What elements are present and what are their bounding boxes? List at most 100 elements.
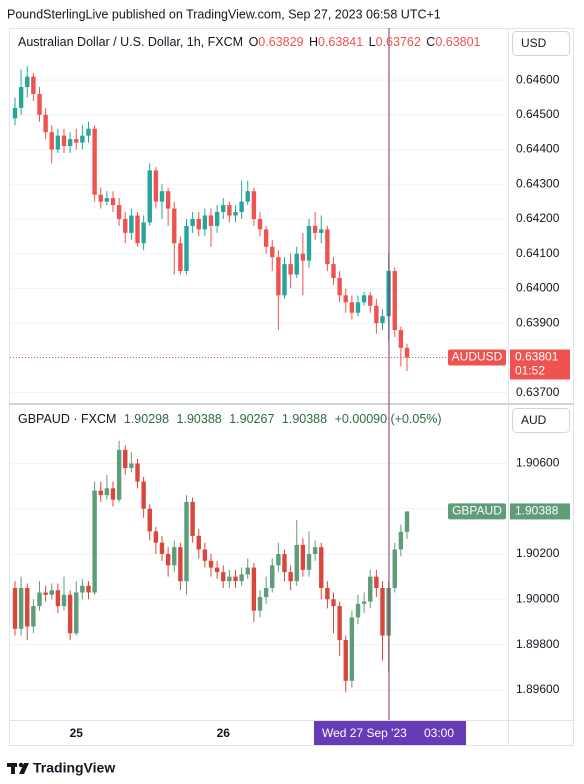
candle-body bbox=[92, 490, 97, 593]
candle-body bbox=[98, 490, 103, 496]
candle-body bbox=[123, 218, 128, 233]
candle-body bbox=[153, 170, 159, 202]
y-tick-label: 0.64600 bbox=[516, 72, 560, 86]
candle-body bbox=[343, 295, 348, 303]
candle-body bbox=[300, 544, 306, 570]
candle-body bbox=[245, 567, 250, 575]
frame bbox=[9, 28, 574, 746]
candle-body bbox=[116, 205, 122, 219]
candle-body bbox=[98, 194, 103, 202]
candle-body bbox=[37, 93, 42, 115]
candle-body bbox=[178, 243, 183, 272]
currency-button[interactable] bbox=[512, 408, 570, 433]
candle-body bbox=[43, 592, 48, 595]
candle-body bbox=[86, 128, 91, 136]
legend-open: 1.90298 bbox=[124, 412, 169, 426]
candle-body bbox=[25, 587, 30, 627]
candle-body bbox=[178, 547, 183, 582]
candle-body bbox=[294, 544, 299, 582]
candle-body bbox=[196, 218, 201, 230]
candle-body bbox=[325, 587, 330, 600]
crosshair-time: 03:00 bbox=[424, 726, 454, 740]
candle-body bbox=[37, 592, 42, 607]
candle-body bbox=[233, 212, 238, 216]
legend-close: 0.63801 bbox=[435, 35, 480, 49]
candle-body bbox=[337, 606, 342, 641]
price-tag-label: 1.90388 bbox=[515, 504, 559, 518]
y-tick-label: 0.64000 bbox=[516, 281, 560, 295]
brand-logo bbox=[7, 762, 29, 774]
candle-body bbox=[221, 572, 226, 582]
y-tick-label: 0.63700 bbox=[516, 385, 560, 399]
candle-body bbox=[251, 567, 257, 611]
currency-button[interactable] bbox=[512, 31, 570, 56]
candle-body bbox=[398, 330, 404, 348]
candle-body bbox=[361, 601, 367, 604]
candle-body bbox=[251, 191, 257, 219]
candle-body bbox=[159, 191, 165, 202]
candle-body bbox=[25, 76, 30, 88]
legend-o: O bbox=[249, 35, 259, 49]
candle-body bbox=[374, 576, 379, 588]
candle-body bbox=[12, 587, 18, 629]
candle-body bbox=[190, 218, 195, 226]
candle-body bbox=[18, 587, 24, 629]
price-tag bbox=[510, 503, 570, 520]
candle-body bbox=[18, 87, 24, 108]
candle-body bbox=[227, 576, 232, 582]
candle-body bbox=[355, 302, 361, 313]
y-tick-label: 0.64400 bbox=[516, 142, 560, 156]
symbol-tag-label: GBPAUD bbox=[452, 504, 502, 518]
candle-body bbox=[233, 576, 238, 582]
candle-body bbox=[147, 170, 152, 223]
candle-body bbox=[74, 139, 79, 143]
y-tick-label: 1.90200 bbox=[516, 546, 560, 560]
currency-label[interactable]: AUD bbox=[521, 413, 547, 427]
candle-body bbox=[80, 585, 85, 593]
y-tick-label: 0.63900 bbox=[516, 315, 560, 329]
legend-c: C bbox=[426, 35, 435, 49]
candle-body bbox=[245, 191, 250, 202]
candle-body bbox=[55, 135, 61, 150]
currency-label[interactable]: USD bbox=[521, 36, 547, 50]
candle-body bbox=[147, 508, 152, 532]
legend-l: L bbox=[369, 35, 376, 49]
publisher-line: PoundSterlingLive published on TradingVi… bbox=[7, 7, 441, 21]
brand: TradingView bbox=[33, 760, 115, 776]
legend-high: 1.90388 bbox=[177, 412, 222, 426]
candle-body bbox=[116, 449, 122, 500]
legend-open: 0.63829 bbox=[258, 35, 303, 49]
candle-body bbox=[208, 215, 214, 226]
candle-body bbox=[55, 590, 61, 607]
candle-body bbox=[159, 542, 165, 555]
candle-body bbox=[165, 191, 171, 209]
candle-body bbox=[312, 225, 318, 233]
candle-body bbox=[202, 215, 208, 230]
candle-body bbox=[184, 501, 189, 582]
y-tick-label: 1.89600 bbox=[516, 682, 560, 696]
candle-body bbox=[129, 463, 134, 468]
candle-body bbox=[337, 278, 342, 296]
candle-body bbox=[392, 549, 397, 588]
candle-body bbox=[227, 205, 232, 216]
candle-body bbox=[221, 205, 226, 213]
candle-body bbox=[184, 225, 189, 272]
candle-body bbox=[239, 574, 244, 582]
candle-body bbox=[368, 576, 373, 602]
candle-body bbox=[61, 594, 67, 607]
candle-body bbox=[43, 114, 48, 133]
candle-body bbox=[349, 302, 355, 313]
candle-body bbox=[282, 264, 287, 296]
candle-body bbox=[135, 463, 140, 482]
candle-body bbox=[392, 271, 397, 331]
candle-body bbox=[110, 488, 116, 500]
candle-body bbox=[92, 128, 97, 195]
candle-body bbox=[270, 246, 275, 258]
candle-body bbox=[368, 295, 373, 306]
candle-body bbox=[165, 554, 171, 566]
candle-body bbox=[325, 229, 330, 265]
candle-body bbox=[270, 565, 275, 588]
candle-body bbox=[282, 554, 287, 573]
candle-body bbox=[190, 501, 195, 536]
